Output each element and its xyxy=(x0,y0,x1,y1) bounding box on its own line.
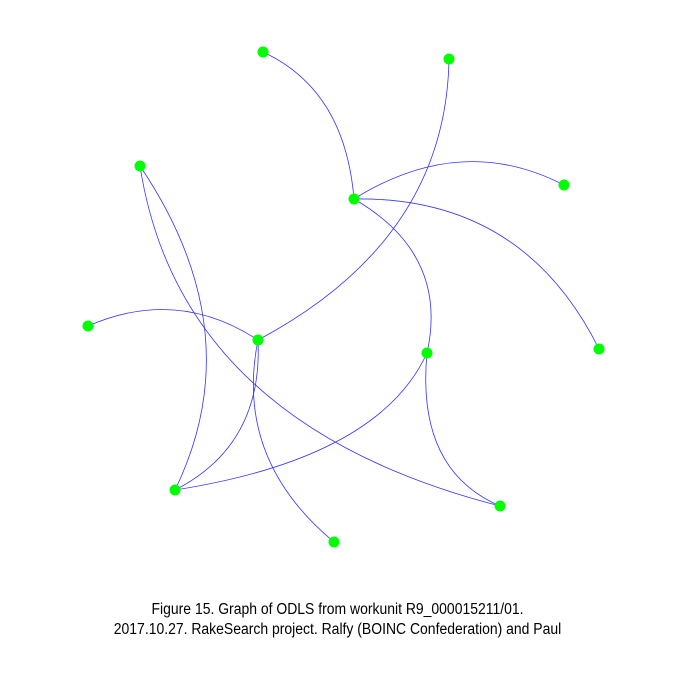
edge-H-J xyxy=(174,352,428,491)
edge-C-J xyxy=(139,165,207,491)
edges xyxy=(87,51,600,543)
edge-B-G xyxy=(257,58,450,341)
edge-F-G xyxy=(87,309,259,341)
node-E xyxy=(558,179,570,191)
node-J xyxy=(169,484,181,496)
node-L xyxy=(328,536,340,548)
edge-C-K xyxy=(139,165,501,507)
nodes xyxy=(82,46,605,548)
node-D xyxy=(348,193,360,205)
edge-D-E xyxy=(353,161,565,200)
edge-G-J xyxy=(174,339,259,491)
node-I xyxy=(593,343,605,355)
node-B xyxy=(443,53,455,65)
node-G xyxy=(252,334,264,346)
edge-D-I xyxy=(353,198,600,350)
caption-line-1: Figure 15. Graph of ODLS from workunit R… xyxy=(151,601,524,618)
edge-H-K xyxy=(425,352,501,507)
edge-G-L xyxy=(252,339,335,543)
edge-D-H xyxy=(353,198,432,354)
node-F xyxy=(82,320,94,332)
figure-caption: Figure 15. Graph of ODLS from workunit R… xyxy=(34,600,642,640)
edge-A-D xyxy=(262,51,355,200)
caption-line-2: 2017.10.27. RakeSearch project. Ralfy (B… xyxy=(113,621,562,638)
node-C xyxy=(134,160,146,172)
node-A xyxy=(257,46,269,58)
node-H xyxy=(421,347,433,359)
node-K xyxy=(494,500,506,512)
